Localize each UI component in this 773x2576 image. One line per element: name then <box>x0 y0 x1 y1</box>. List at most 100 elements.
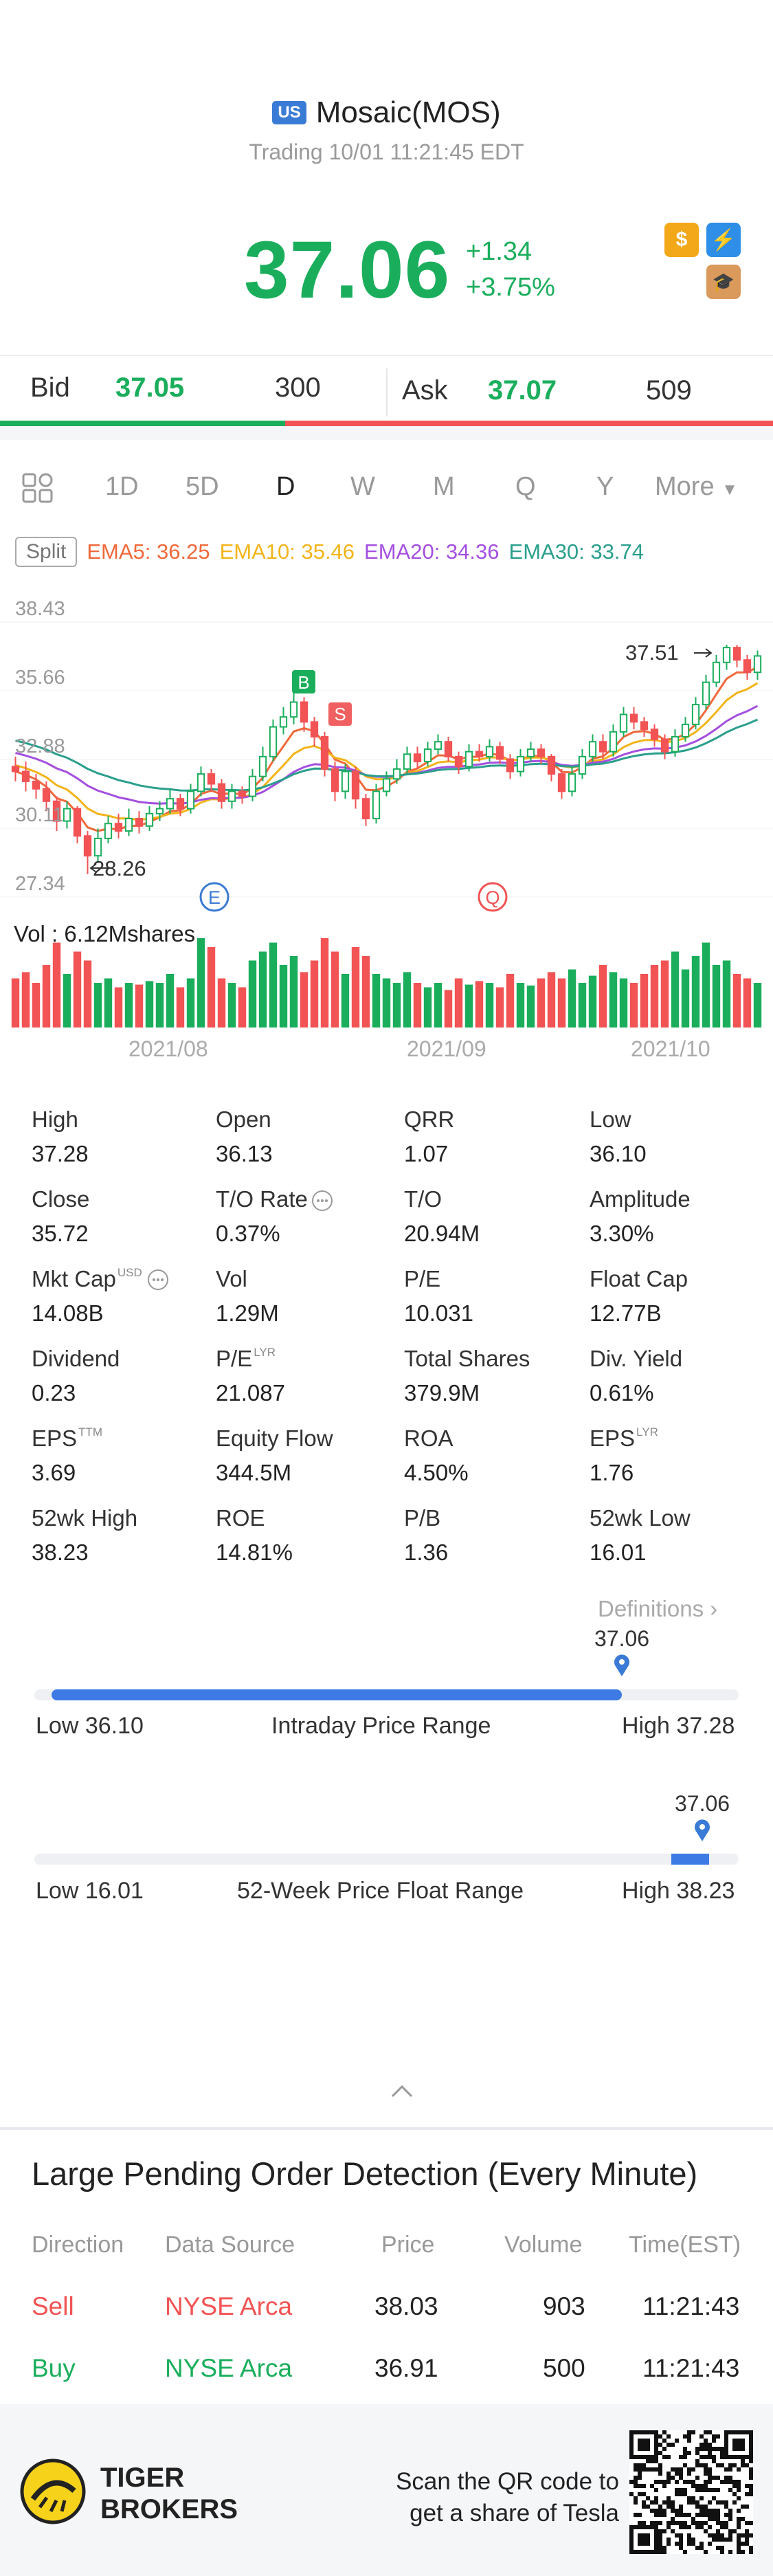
qr-module <box>691 2484 695 2488</box>
qr-module <box>634 2484 638 2488</box>
qr-module <box>745 2538 749 2542</box>
volume-bar <box>155 983 164 1028</box>
stat-key: Open <box>216 1107 271 1132</box>
candle-body <box>629 713 638 723</box>
volume-bar <box>619 978 628 1028</box>
candle-body <box>650 729 659 740</box>
qr-module <box>749 2533 753 2538</box>
qr-module <box>629 2480 634 2484</box>
qr-module <box>646 2538 650 2542</box>
qr-module <box>683 2488 687 2492</box>
sell-marker[interactable] <box>328 702 352 726</box>
lightning-icon[interactable]: ⚡ <box>706 223 741 257</box>
qr-module <box>749 2430 753 2434</box>
candle-body <box>413 753 422 763</box>
tab-q[interactable]: Q <box>515 472 536 501</box>
to-rate-info-icon[interactable] <box>311 1189 334 1216</box>
qr-module <box>708 2480 712 2484</box>
candle-body <box>403 753 412 770</box>
split-button[interactable]: Split <box>15 537 78 567</box>
volume-bar <box>42 965 51 1028</box>
volume-bar <box>671 951 680 1028</box>
qr-module <box>650 2484 654 2488</box>
qr-module <box>720 2447 724 2451</box>
candle-body <box>578 755 587 775</box>
qr-module <box>650 2467 654 2472</box>
chevron-up-icon[interactable] <box>388 2083 416 2102</box>
qr-module <box>642 2538 646 2542</box>
qr-module <box>737 2546 741 2550</box>
qr-module <box>695 2451 699 2455</box>
qr-module <box>654 2550 658 2554</box>
qr-module <box>720 2521 724 2525</box>
qr-module <box>741 2542 745 2546</box>
qr-module <box>737 2447 741 2451</box>
qr-module <box>629 2542 634 2546</box>
tab-d[interactable]: D <box>276 472 295 501</box>
bid-ask-divider <box>386 368 388 417</box>
qr-code[interactable] <box>629 2430 753 2554</box>
q-event-icon[interactable] <box>478 882 508 912</box>
qr-module <box>732 2480 737 2484</box>
qr-module <box>662 2447 666 2451</box>
pending-orders-title: Large Pending Order Detection (Every Min… <box>32 2155 698 2192</box>
volume-bar <box>475 981 484 1028</box>
stat-item: P/E 10.031 <box>404 1266 473 1326</box>
qr-module <box>712 2517 716 2521</box>
volume-bar <box>537 978 546 1028</box>
qr-module <box>629 2525 634 2529</box>
candle-body <box>588 741 597 757</box>
volume-bar <box>279 965 288 1028</box>
x-axis-label-sep: 2021/09 <box>407 1036 486 1061</box>
mkt-cap-info-icon[interactable] <box>146 1268 170 1295</box>
layout-grid-icon[interactable] <box>21 471 56 508</box>
y-axis-tick: 35.66 <box>15 667 65 689</box>
y-axis-tick: 27.34 <box>15 873 65 895</box>
qr-module <box>724 2434 728 2439</box>
qr-module <box>695 2500 699 2505</box>
qr-module <box>745 2533 749 2538</box>
qr-module <box>724 2480 728 2484</box>
change-value: +1.34 <box>466 237 533 266</box>
volume-bar <box>186 978 195 1028</box>
qr-module <box>642 2525 646 2529</box>
dollar-icon[interactable]: $ <box>664 223 699 257</box>
qr-module <box>712 2496 716 2500</box>
candle-body <box>145 812 154 827</box>
tab-y[interactable]: Y <box>596 472 614 501</box>
volume-bar <box>52 942 61 1028</box>
definitions-link[interactable]: Definitions › <box>598 1596 717 1622</box>
qr-module <box>634 2550 638 2554</box>
earnings-event-icon[interactable] <box>199 882 229 912</box>
volume-bar <box>93 983 102 1028</box>
candle-body <box>227 790 236 802</box>
qr-module <box>708 2533 712 2538</box>
pending-cell-time: 11:21:43 <box>642 2354 740 2382</box>
tab-1d[interactable]: 1D <box>105 472 139 501</box>
qr-module <box>671 2476 675 2480</box>
qr-module <box>666 2542 671 2546</box>
qr-module <box>642 2505 646 2509</box>
stat-value: 1.29M <box>216 1300 279 1326</box>
qr-module <box>658 2546 662 2550</box>
brand-line-1: TIGER <box>100 2463 185 2493</box>
qr-module <box>683 2513 687 2517</box>
qr-module <box>749 2459 753 2463</box>
candle-body <box>475 751 484 757</box>
qr-module <box>679 2472 683 2476</box>
qr-module <box>634 2463 638 2467</box>
tab-m[interactable]: M <box>433 472 455 501</box>
stat-item: P/B 1.36 <box>404 1505 448 1566</box>
education-icon[interactable]: 🎓 <box>706 265 741 299</box>
tab-5d[interactable]: 5D <box>186 472 219 501</box>
buy-marker[interactable] <box>292 670 315 693</box>
volume-bar <box>258 951 267 1028</box>
qr-module <box>658 2529 662 2533</box>
qr-module <box>720 2533 724 2538</box>
tab-more[interactable]: More ▼ <box>655 472 738 502</box>
candle-body <box>289 701 298 718</box>
qr-module <box>691 2467 695 2472</box>
tab-w[interactable]: W <box>350 472 375 501</box>
qr-module <box>699 2455 704 2459</box>
